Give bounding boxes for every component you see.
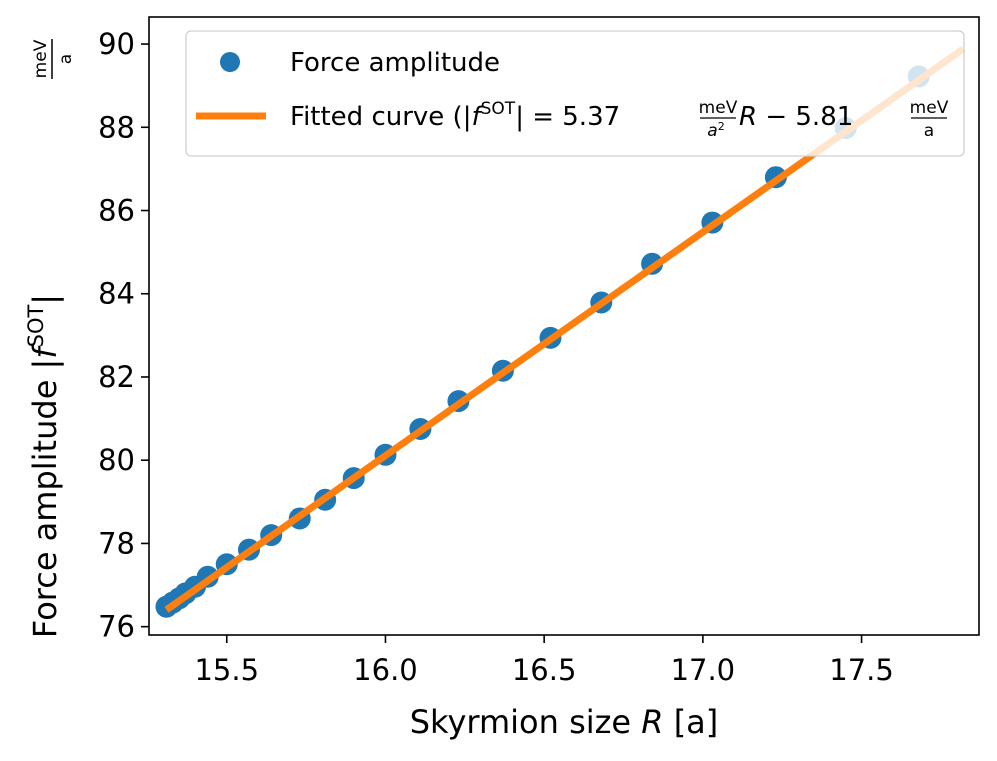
y-tick-label: 82: [98, 360, 135, 394]
svg-text:meV: meV: [31, 39, 51, 78]
x-tick-label: 16.5: [512, 653, 577, 687]
x-axis: 15.5 16.0 16.5 17.0 17.5: [194, 635, 894, 687]
legend-box: [185, 30, 965, 157]
y-tick-label: 84: [98, 277, 135, 311]
legend-frac2-den: a: [924, 121, 934, 141]
y-axis: 76 78 80 82 84 86 88 90: [98, 27, 149, 644]
svg-text:a: a: [56, 54, 76, 64]
x-tick-label: 17.0: [671, 653, 736, 687]
y-axis-label: Force amplitude |fSOT| meV a: [24, 39, 76, 638]
legend-fit-label: Fitted curve (|fSOT| = 5.37: [290, 99, 620, 132]
y-tick-label: 86: [98, 194, 135, 228]
y-tick-label: 76: [98, 610, 135, 644]
legend-fit-var: R − 5.81: [739, 102, 853, 132]
y-tick-label: 88: [98, 110, 135, 144]
svg-text:Force amplitude |fSOT|: Force amplitude |fSOT|: [24, 294, 64, 638]
legend-frac2-num: meV: [910, 98, 949, 118]
legend-scatter-marker: [220, 52, 240, 72]
y-tick-label: 80: [98, 443, 135, 477]
x-tick-label: 17.5: [829, 653, 894, 687]
legend: Force amplitude Fitted curve (|fSOT| = 5…: [185, 30, 965, 157]
x-axis-label: Skyrmion size R [a]: [410, 703, 719, 741]
legend-frac1-num: meV: [699, 98, 738, 118]
y-tick-label: 90: [98, 27, 135, 61]
legend-frac1-den: a2: [707, 120, 724, 141]
x-tick-label: 16.0: [353, 653, 418, 687]
axes-frame: [148, 16, 980, 636]
x-tick-label: 15.5: [194, 653, 259, 687]
legend-scatter-label: Force amplitude: [290, 48, 500, 78]
y-tick-label: 78: [98, 526, 135, 560]
